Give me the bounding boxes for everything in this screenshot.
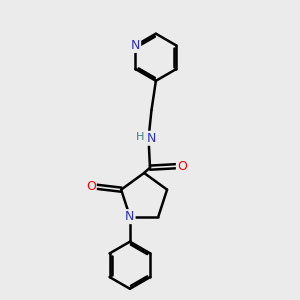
Text: O: O [177, 160, 187, 173]
Text: N: N [147, 132, 156, 145]
Text: O: O [86, 180, 96, 193]
Text: H: H [136, 132, 145, 142]
Text: N: N [125, 210, 135, 223]
Text: N: N [131, 39, 140, 52]
